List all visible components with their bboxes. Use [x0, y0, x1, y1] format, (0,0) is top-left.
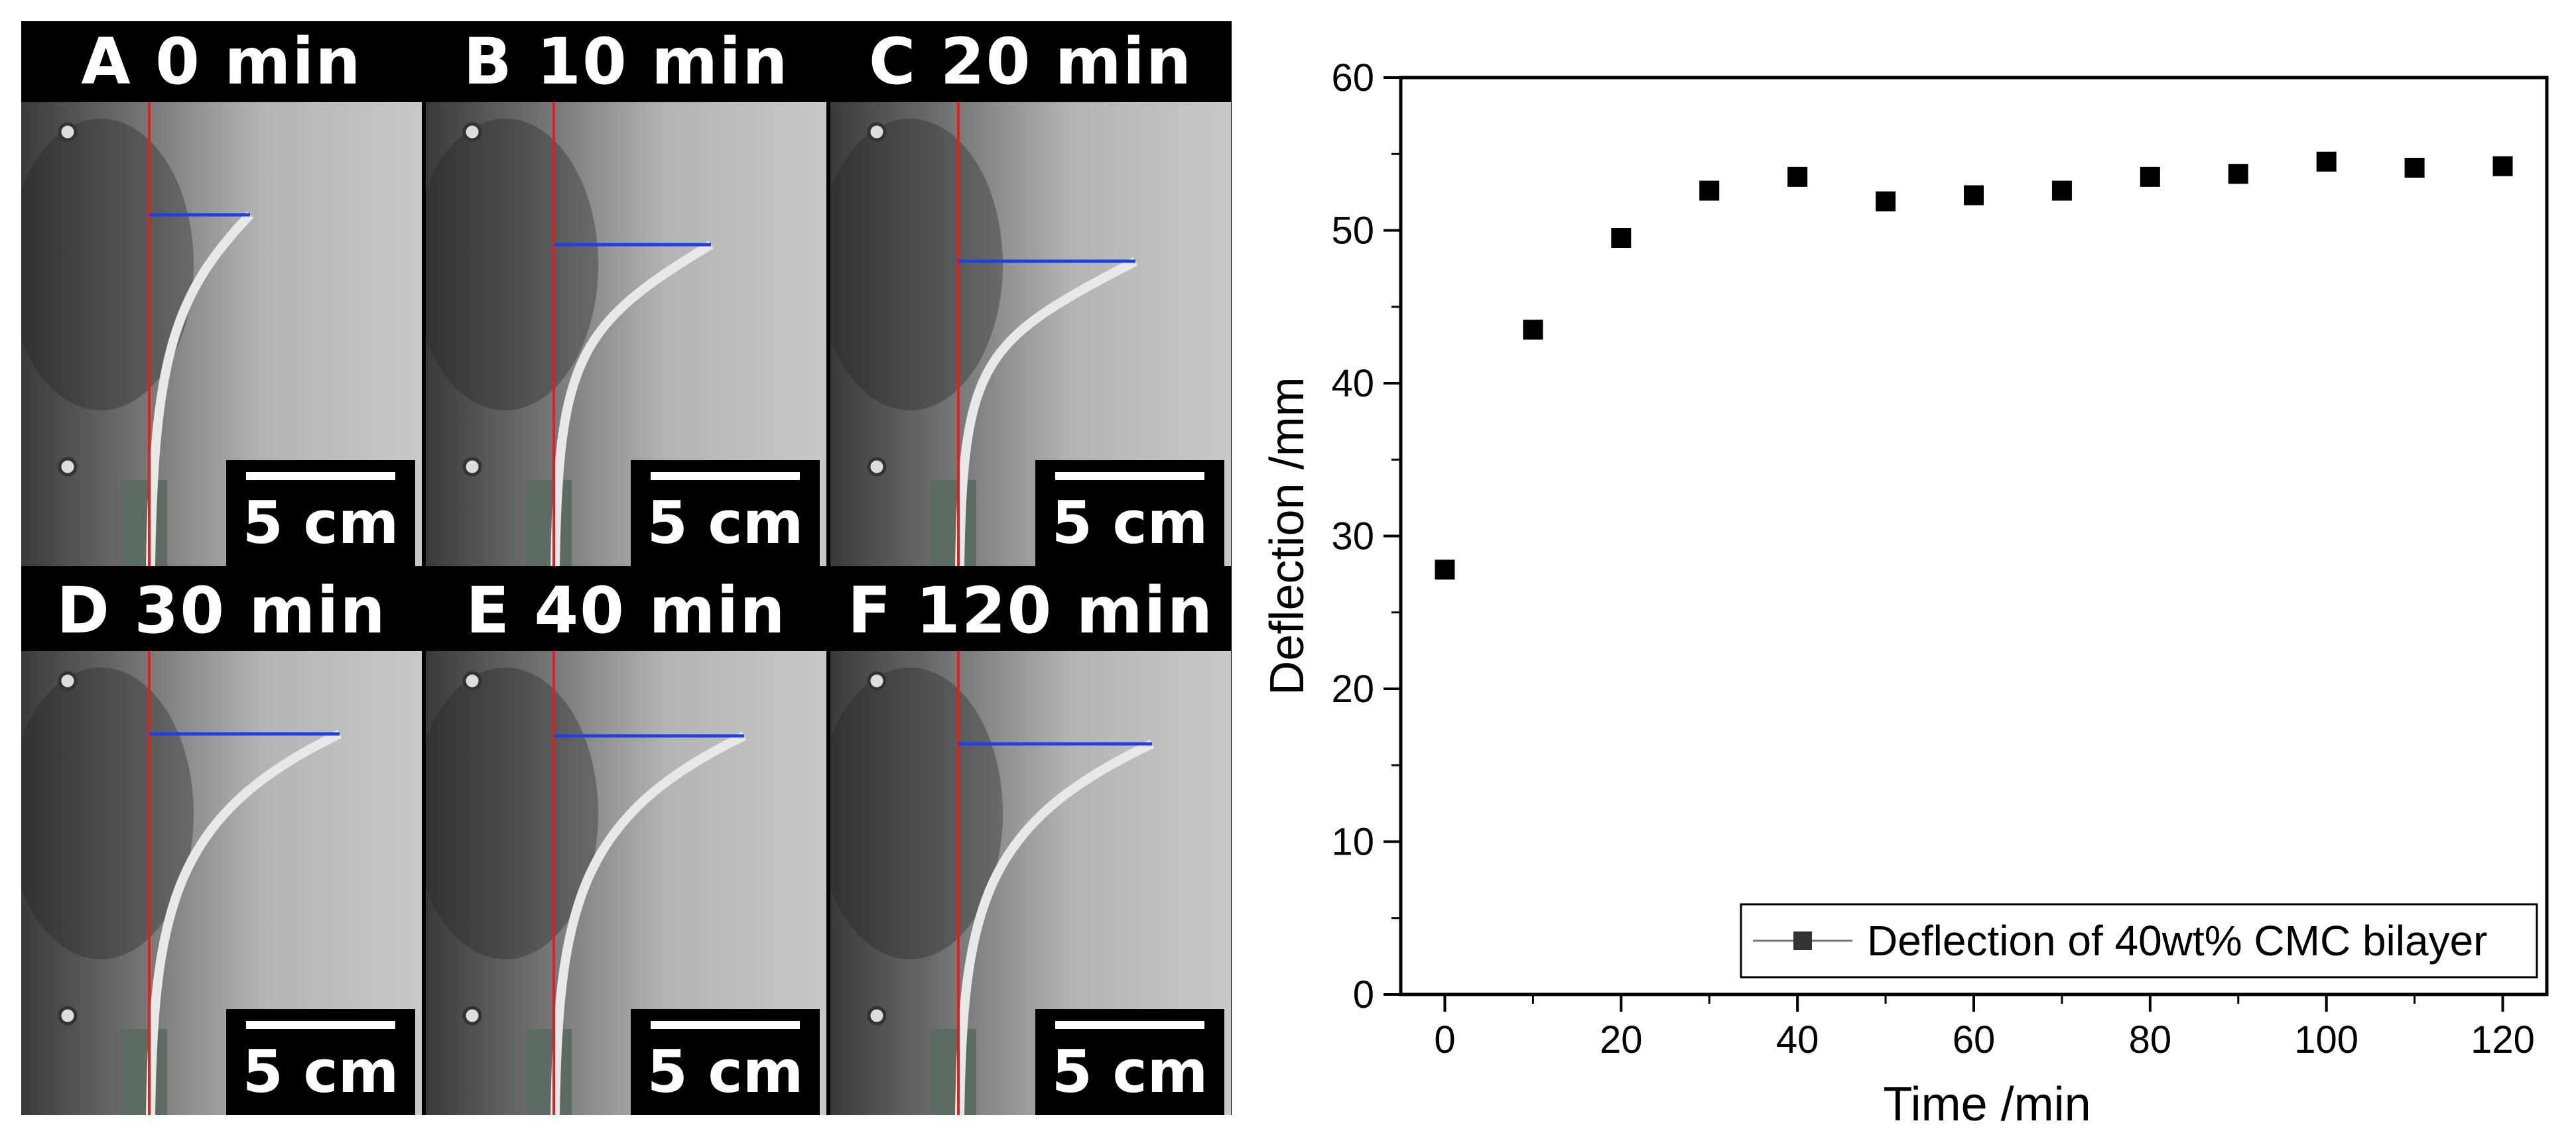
bilayer-photo: [21, 102, 422, 566]
scale-bar: 5 cm: [226, 1009, 415, 1115]
deflection-chart: 0 20 40 60 80 100 120 0 10 20 30 40 50 60 Time /min Def…: [1261, 56, 2549, 1131]
scale-bar-label: 5 cm: [242, 1038, 399, 1106]
photo-panel: B 10 min 5 cm: [426, 21, 826, 566]
data-point: [1964, 185, 1984, 206]
screw-hole: [58, 457, 78, 477]
x-axis-label: Time /min: [1883, 1078, 2091, 1131]
screw-hole: [867, 671, 887, 691]
bilayer-photo: [21, 651, 422, 1115]
x-tick-label: 60: [1953, 1018, 1996, 1061]
clamp: [121, 480, 167, 566]
x-tick-label: 0: [1434, 1018, 1455, 1061]
scale-bar-line: [651, 1021, 800, 1029]
y-tick-label: 10: [1331, 821, 1374, 864]
bilayer-strip: [955, 257, 1138, 566]
scale-bar-line: [246, 1021, 395, 1029]
scale-bar: 5 cm: [1035, 460, 1224, 566]
clamp: [930, 1029, 976, 1115]
bilayer-strip: [955, 739, 1154, 1115]
clamp: [525, 480, 572, 566]
bilayer-strip: [550, 731, 747, 1115]
data-point: [1611, 228, 1632, 249]
scale-bar-label: 5 cm: [647, 489, 804, 557]
screw-hole: [867, 1006, 887, 1026]
panel-title: B 10 min: [426, 21, 826, 102]
data-point: [1699, 180, 1720, 201]
screw-hole: [462, 122, 482, 142]
plot-frame: [1399, 76, 2549, 996]
scale-bar-label: 5 cm: [242, 489, 399, 557]
bilayer-strip: [550, 240, 714, 566]
x-tick-label: 80: [2129, 1018, 2172, 1061]
scale-bar: 5 cm: [631, 460, 820, 566]
scale-bar-label: 5 cm: [647, 1038, 804, 1106]
scale-bar: 5 cm: [631, 1009, 820, 1115]
screw-hole: [867, 457, 887, 477]
screw-hole: [58, 1006, 78, 1026]
data-point: [1435, 560, 1455, 580]
y-tick-label: 30: [1331, 515, 1374, 558]
photo-panel: E 40 min 5 cm: [426, 570, 826, 1115]
screw-hole: [867, 122, 887, 142]
data-point: [1787, 166, 1808, 187]
photo-panel: C 20 min 5 cm: [830, 21, 1231, 566]
clamp: [121, 1029, 167, 1115]
x-tick-label: 120: [2471, 1018, 2535, 1061]
data-point: [2316, 151, 2337, 172]
x-tick-label: 20: [1600, 1018, 1643, 1061]
data-point: [2140, 166, 2160, 187]
data-point: [1523, 320, 1543, 340]
scale-bar: 5 cm: [1035, 1009, 1224, 1115]
y-tick-label: 60: [1331, 56, 1374, 99]
photo-panel-grid: A 0 min 5 cm B 10 min 5 cm C 20 min 5 cm D 30 …: [21, 21, 1232, 1115]
bilayer-strip: [146, 729, 342, 1115]
screw-hole: [462, 457, 482, 477]
legend-box: [1740, 903, 2538, 979]
bilayer-photo: [830, 102, 1231, 566]
scale-bar: 5 cm: [226, 460, 415, 566]
y-tick-label: 0: [1353, 973, 1374, 1016]
panel-title: F 120 min: [830, 570, 1231, 651]
clamp: [525, 1029, 572, 1115]
bilayer-strip: [146, 211, 254, 566]
scale-bar-line: [651, 472, 800, 480]
scale-bar-line: [1055, 472, 1204, 480]
y-axis-label: Deflection /mm: [1261, 377, 1314, 695]
screw-hole: [462, 671, 482, 691]
photo-panel: F 120 min 5 cm: [830, 570, 1231, 1115]
x-tick-label: 100: [2294, 1018, 2358, 1061]
photo-panel: D 30 min 5 cm: [21, 570, 422, 1115]
data-point: [2492, 156, 2513, 176]
screw-hole: [462, 1006, 482, 1026]
panel-title: A 0 min: [21, 21, 422, 102]
data-point: [1876, 191, 1896, 211]
y-tick-label: 40: [1331, 362, 1374, 405]
scale-bar-line: [246, 472, 395, 480]
scale-bar-line: [1055, 1021, 1204, 1029]
photo-panel: A 0 min 5 cm: [21, 21, 422, 566]
panel-title: D 30 min: [21, 570, 422, 651]
x-tick-label: 40: [1776, 1018, 1819, 1061]
scale-bar-label: 5 cm: [1051, 1038, 1208, 1106]
scale-bar-label: 5 cm: [1051, 489, 1208, 557]
legend-marker: [1793, 931, 1812, 950]
screw-hole: [58, 671, 78, 691]
legend-label: Deflection of 40wt% CMC bilayer: [1867, 917, 2487, 965]
data-point: [2404, 157, 2425, 178]
data-point: [2228, 164, 2248, 184]
data-point: [2051, 180, 2072, 201]
y-tick-label: 20: [1331, 668, 1374, 711]
panel-title: C 20 min: [830, 21, 1231, 102]
screw-hole: [58, 122, 78, 142]
clamp: [930, 480, 976, 566]
y-tick-label: 50: [1331, 209, 1374, 253]
panel-title: E 40 min: [426, 570, 826, 651]
